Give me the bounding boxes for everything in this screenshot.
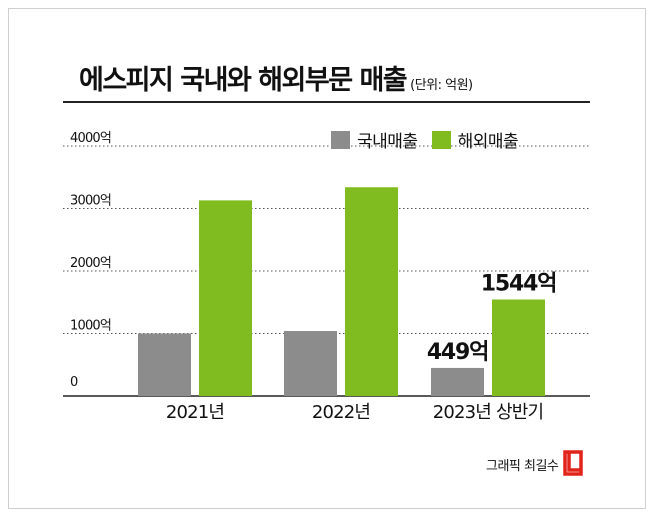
publisher-logo-icon — [563, 450, 583, 476]
bar-overseas-0 — [199, 200, 252, 396]
x-category-label-0: 2021년 — [166, 402, 224, 423]
y-tick-label-1: 1000억 — [70, 319, 111, 334]
x-category-label-2: 2023년 상반기 — [433, 402, 544, 423]
x-category-label-1: 2022년 — [312, 402, 370, 423]
bar-overseas-2 — [492, 299, 545, 396]
bar-overseas-1 — [345, 187, 398, 396]
legend-label-overseas: 해외매출 — [457, 132, 519, 152]
y-tick-label-0: 0 — [70, 375, 78, 390]
chart-frame — [8, 8, 646, 509]
y-tick-label-4: 4000억 — [70, 131, 111, 146]
legend-label-domestic: 국내매출 — [357, 132, 418, 152]
y-tick-label-3: 3000억 — [70, 194, 111, 209]
data-label-1: 1544억 — [481, 272, 556, 297]
legend-item-overseas: 해외매출 — [431, 127, 519, 152]
bar-domestic-0 — [138, 333, 191, 396]
chart-title: 에스피지 국내와 해외부문 매출 (단위: 억원) — [79, 65, 473, 96]
title-underline — [63, 101, 590, 103]
legend-item-domestic: 국내매출 — [331, 127, 418, 152]
data-label-0: 449억 — [427, 340, 488, 365]
bar-domestic-1 — [284, 331, 337, 396]
unit-label: (단위: 억원) — [410, 78, 473, 93]
bar-domestic-2 — [431, 367, 484, 396]
legend-swatch-overseas — [431, 130, 451, 149]
legend: 국내매출 해외매출 — [331, 127, 532, 152]
legend-swatch-domestic — [331, 130, 350, 149]
y-tick-label-2: 2000억 — [70, 256, 111, 271]
graphic-credit: 그래픽 최길수 — [486, 459, 559, 474]
